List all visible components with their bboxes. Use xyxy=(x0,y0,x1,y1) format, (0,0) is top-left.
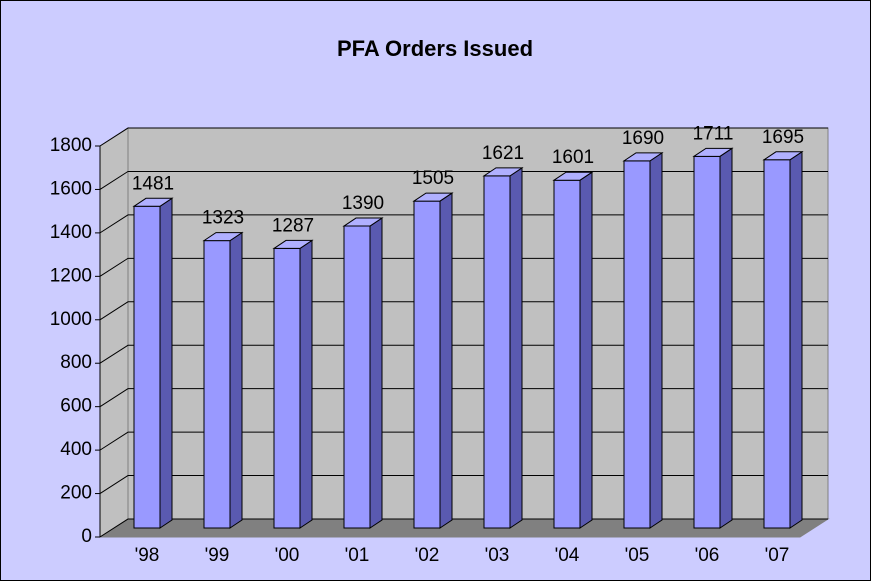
x-tick-label: '04 xyxy=(555,545,580,566)
data-label: 1287 xyxy=(272,215,314,236)
data-label: 1695 xyxy=(762,127,804,148)
bar-face xyxy=(762,151,804,161)
grid-line xyxy=(99,388,828,408)
x-tick-label: '01 xyxy=(345,545,370,566)
grid-line xyxy=(99,301,828,321)
bar xyxy=(412,192,454,529)
bar xyxy=(762,150,804,529)
bar-face xyxy=(552,171,594,181)
bar-face xyxy=(649,151,663,529)
y-tick-label: 400 xyxy=(60,439,92,460)
bar-face xyxy=(159,197,173,529)
bar xyxy=(132,197,174,529)
data-label: 1690 xyxy=(622,128,664,149)
bar xyxy=(272,239,314,529)
bar-face xyxy=(579,171,593,529)
bar-face xyxy=(413,200,441,529)
bar-face xyxy=(439,192,453,529)
grid-line xyxy=(99,214,828,234)
x-tick-label: '07 xyxy=(765,545,790,566)
y-tick-label: 600 xyxy=(60,396,92,417)
y-tick-label: 1600 xyxy=(50,178,92,199)
bar-face xyxy=(482,167,524,177)
x-tick-label: '02 xyxy=(415,545,440,566)
x-tick-label: '00 xyxy=(275,545,300,566)
y-tick-label: 1000 xyxy=(50,309,92,330)
y-tick-label: 1800 xyxy=(50,135,92,156)
x-tick-label: '06 xyxy=(695,545,720,566)
grid-line xyxy=(99,170,828,190)
data-label: 1621 xyxy=(482,143,524,164)
bar xyxy=(552,171,594,529)
x-tick-label: '05 xyxy=(625,545,650,566)
bar-face xyxy=(133,205,161,529)
data-label: 1601 xyxy=(552,147,594,168)
bar-face xyxy=(299,239,313,529)
grid-line xyxy=(99,518,828,538)
y-tick-label: 200 xyxy=(60,483,92,504)
bar-face xyxy=(553,179,581,529)
y-tick-label: 1200 xyxy=(50,265,92,286)
chart-title: PFA Orders Issued xyxy=(337,36,533,61)
bar-face xyxy=(693,155,721,529)
bar-face xyxy=(202,232,244,242)
x-tick-label: '99 xyxy=(205,545,230,566)
data-label: 1481 xyxy=(132,173,174,194)
grid-line xyxy=(99,127,828,147)
bar-face xyxy=(509,166,523,529)
y-tick-label: 0 xyxy=(81,526,92,547)
bar-face xyxy=(343,225,371,529)
bar xyxy=(482,166,524,529)
bar xyxy=(202,231,244,529)
x-tick-label: '98 xyxy=(135,545,160,566)
bar-face xyxy=(203,240,231,529)
bar-face xyxy=(789,150,803,529)
bar-face xyxy=(132,197,174,207)
bar xyxy=(342,217,384,529)
y-tick-label: 800 xyxy=(60,352,92,373)
grid-line xyxy=(99,257,828,277)
data-label: 1505 xyxy=(412,168,454,189)
bar xyxy=(622,151,664,529)
bar xyxy=(692,147,734,529)
grid-line xyxy=(99,344,828,364)
bar-face xyxy=(412,192,454,202)
x-tick-label: '03 xyxy=(485,545,510,566)
bar-face xyxy=(369,217,383,529)
data-label: 1323 xyxy=(202,208,244,229)
bar-face xyxy=(719,147,733,529)
data-label: 1390 xyxy=(342,193,384,214)
bar-face xyxy=(483,175,511,529)
y-tick-label: 1400 xyxy=(50,222,92,243)
bar-face xyxy=(623,160,651,529)
bar-face xyxy=(342,217,384,227)
bar-face xyxy=(692,147,734,157)
grid-line xyxy=(99,431,828,451)
bar-face xyxy=(622,152,664,162)
bar-face xyxy=(763,159,791,529)
bar-face xyxy=(273,247,301,529)
side-wall xyxy=(99,127,129,538)
bar-face xyxy=(229,231,243,529)
bar-face xyxy=(272,239,314,249)
data-label: 1711 xyxy=(693,123,734,144)
grid-line xyxy=(99,475,828,494)
